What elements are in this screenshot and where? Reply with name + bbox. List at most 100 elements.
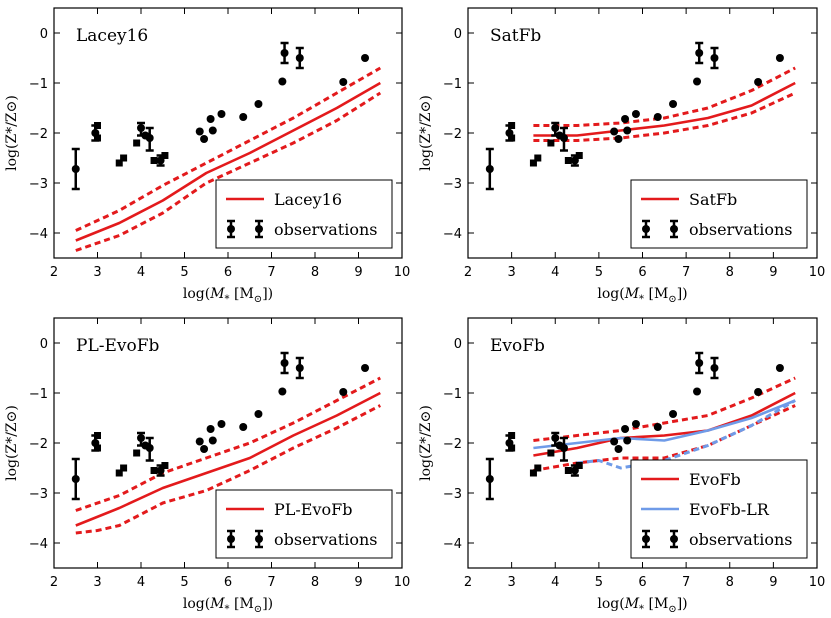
obs-point (653, 423, 662, 431)
obs-point (195, 127, 204, 136)
obs-point (559, 134, 568, 142)
obs-point (653, 113, 662, 121)
x-tick-label: 7 (267, 265, 275, 280)
x-tick-label: 7 (682, 265, 690, 280)
x-axis-label-part: log( (183, 596, 210, 612)
x-tick-label: 9 (769, 265, 777, 280)
y-tick-label: −1 (443, 387, 462, 402)
x-tick-label: 8 (726, 575, 734, 590)
x-axis-label-part: ]) (677, 596, 688, 612)
series-line-evofb-lr (533, 399, 796, 450)
obs-point (295, 54, 304, 62)
legend-marker (255, 225, 263, 233)
legend-box (630, 179, 808, 249)
y-tick-label: −2 (29, 127, 48, 142)
legend-box (215, 489, 393, 559)
series-group (75, 376, 381, 535)
x-tick-label: 7 (267, 575, 275, 590)
obs-square (94, 444, 101, 452)
obs-point (71, 475, 80, 483)
obs-square (133, 139, 141, 147)
y-tick-label: −3 (443, 487, 462, 502)
y-tick-label: −3 (29, 487, 48, 502)
obs-square (150, 467, 158, 474)
obs-square (115, 469, 123, 477)
obs-point (485, 165, 494, 173)
obs-point (754, 78, 763, 86)
obs-point (208, 436, 217, 445)
x-tick-label: 6 (224, 265, 232, 280)
x-axis-label-part: M (624, 286, 640, 302)
series-line-pl-evofb (75, 391, 381, 527)
obs-square (161, 462, 169, 469)
obs-point (137, 434, 145, 442)
legend-marker (255, 535, 263, 543)
x-axis-label-part: ⊙ (254, 604, 262, 615)
y-tick-label: −3 (29, 177, 48, 192)
obs-square (508, 134, 516, 142)
obs-point (693, 77, 702, 86)
x-axis-label-part: log( (597, 286, 624, 302)
obs-square (534, 464, 542, 472)
x-tick-label: 2 (50, 265, 58, 280)
panel-lacey16: 2 3 4 5 6 7 8 9 10 0 −1 −2 −3 −4 Lacey16 Lacey16 observa… (4, 7, 410, 305)
obs-point (195, 437, 204, 446)
obs-point (621, 425, 630, 433)
series-line-pl-evofb-upper (75, 376, 381, 512)
obs-point (200, 135, 209, 143)
legend: Lacey16 observations (215, 179, 393, 249)
obs-point (710, 364, 719, 372)
x-tick-label: 3 (93, 575, 101, 590)
y-axis-label: log(Z*/Z⊙) (418, 405, 434, 481)
panel-title: SatFb (490, 26, 541, 46)
x-tick-label: 6 (638, 265, 646, 280)
obs-point (361, 54, 370, 62)
x-tick-label: 3 (93, 265, 101, 280)
obs-point (145, 444, 154, 452)
series-group (533, 376, 796, 472)
series-line-evofb-lr-lower (576, 399, 796, 470)
series-line-lacey16-lower (75, 91, 382, 252)
observations-group (485, 41, 784, 191)
obs-point (631, 420, 640, 428)
x-axis-label-part: ⊙ (254, 294, 262, 305)
legend: SatFb observations (630, 179, 808, 249)
x-tick-label: 5 (595, 575, 603, 590)
x-tick-label: 4 (551, 575, 559, 590)
obs-point (610, 437, 619, 446)
obs-square (529, 159, 537, 167)
panel-title: EvoFb (490, 336, 545, 356)
obs-square (529, 469, 537, 477)
obs-square (508, 122, 516, 129)
obs-point (200, 445, 209, 453)
legend-marker (670, 535, 678, 543)
obs-point (208, 126, 217, 135)
x-tick-label: 9 (354, 575, 362, 590)
obs-point (239, 113, 248, 121)
legend-label: observations (689, 220, 792, 239)
observations-group (71, 351, 370, 501)
legend-label: observations (274, 530, 377, 549)
obs-square (564, 157, 572, 164)
y-tick-label: −3 (443, 177, 462, 192)
x-tick-label: 4 (137, 575, 145, 590)
obs-square (94, 134, 101, 142)
obs-square (120, 464, 128, 472)
obs-point (693, 387, 702, 396)
obs-square (133, 449, 141, 457)
series-line-satfb (533, 81, 796, 137)
axes-frame (467, 317, 818, 569)
obs-point (695, 359, 704, 367)
obs-point (239, 423, 248, 431)
x-axis-label-part: ]) (677, 286, 688, 302)
series-line-lacey16 (75, 81, 381, 242)
obs-point (623, 436, 632, 445)
obs-point (295, 364, 304, 372)
x-tick-label: 5 (180, 575, 188, 590)
obs-square (161, 152, 169, 159)
obs-point (754, 388, 763, 396)
observations-group (485, 351, 784, 501)
x-tick-label: 3 (507, 575, 515, 590)
observations-group (71, 41, 370, 191)
x-tick-label: 4 (137, 265, 145, 280)
